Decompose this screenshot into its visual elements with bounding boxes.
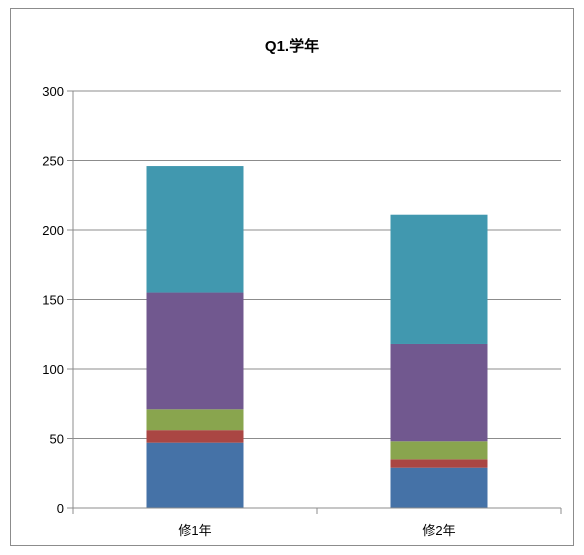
- tick-labels: 0 50 100 150 200 250 300 修1年 修2年: [42, 84, 455, 538]
- bar-segment: [146, 442, 244, 508]
- gridlines: [73, 90, 561, 439]
- x-category-label: 修1年: [178, 523, 211, 538]
- y-tick-label: 150: [42, 293, 64, 308]
- axes: [67, 90, 562, 514]
- bar-segment: [390, 459, 488, 468]
- y-tick-label: 300: [42, 84, 64, 99]
- chart-frame: Q1.学年 0 50 100 150 200 250 300 修1年 修2年: [10, 8, 574, 546]
- chart-svg: Q1.学年 0 50 100 150 200 250 300 修1年 修2年: [42, 37, 562, 538]
- bar-segment: [390, 467, 488, 508]
- y-tick-label: 0: [57, 501, 64, 516]
- bar-segment: [146, 166, 244, 293]
- bar-segment: [146, 292, 244, 410]
- bar-segment: [390, 214, 488, 344]
- bar-segment: [146, 430, 244, 443]
- bars: [146, 166, 488, 508]
- y-tick-label: 200: [42, 223, 64, 238]
- x-category-label: 修2年: [422, 523, 455, 538]
- chart-title: Q1.学年: [265, 37, 319, 55]
- y-tick-label: 50: [50, 432, 64, 447]
- bar-segment: [146, 409, 244, 431]
- y-tick-label: 100: [42, 362, 64, 377]
- bar-segment: [390, 343, 488, 442]
- bar-segment: [390, 441, 488, 460]
- y-tick-label: 250: [42, 154, 64, 169]
